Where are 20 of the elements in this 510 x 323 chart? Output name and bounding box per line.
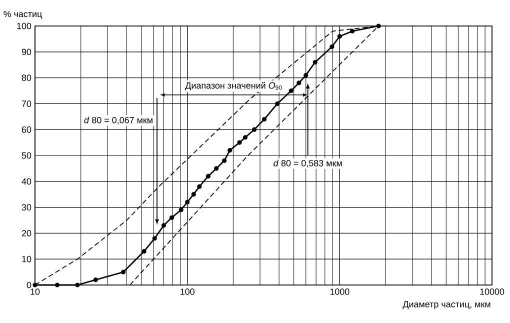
y-tick-label: 30 [22, 204, 32, 210]
y-axis-title: % частиц [4, 10, 42, 19]
annotation: d 80 = 0,583 мкм [274, 160, 342, 168]
y-tick-label: 0 [26, 282, 32, 288]
y-tick-label: 40 [22, 178, 32, 185]
y-tick-label: 80 [22, 74, 32, 81]
annotation: d 80 = 0,067 мкм [84, 116, 152, 124]
x-axis-title: Диаметр частиц, мкм [402, 301, 490, 310]
x-tick-label: 1000 [330, 288, 350, 295]
y-tick-label: 70 [22, 100, 32, 107]
x-tick-label: 10 [30, 288, 40, 295]
x-tick-label: 100 [180, 288, 194, 295]
y-tick-label: 10 [22, 256, 32, 262]
y-tick-label: 50 [22, 152, 32, 159]
y-tick-label: 20 [22, 230, 32, 236]
x-tick-label: 10000 [480, 288, 504, 295]
y-tick-label: 60 [22, 126, 32, 133]
y-tick-label: 90 [22, 48, 32, 56]
y-tick-label: 100 [17, 22, 32, 30]
annotation: Диапазон значений O$_{90}$ [185, 82, 282, 90]
